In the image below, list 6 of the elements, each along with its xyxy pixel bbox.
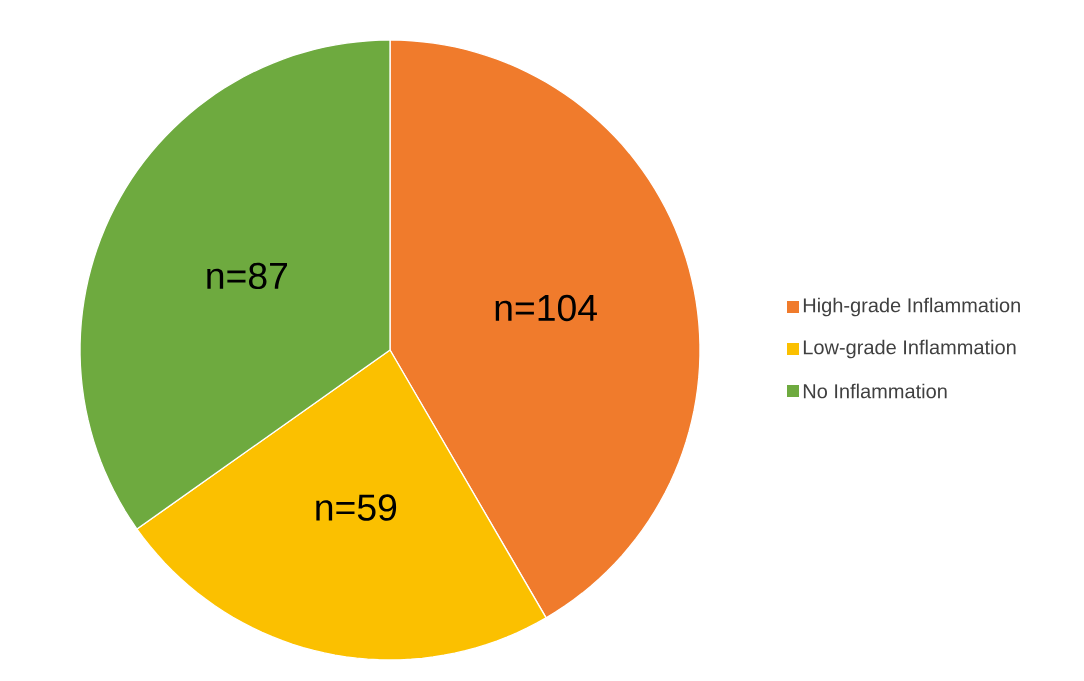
data-label: n=104 xyxy=(495,294,597,322)
legend-label: Low-grade Inflammation xyxy=(803,339,1016,359)
legend-label: No Inflammation xyxy=(803,383,947,399)
legend-label: High-grade Inflammation xyxy=(803,297,1020,317)
data-label: n=87 xyxy=(207,262,287,290)
data-label: n=59 xyxy=(316,494,397,521)
